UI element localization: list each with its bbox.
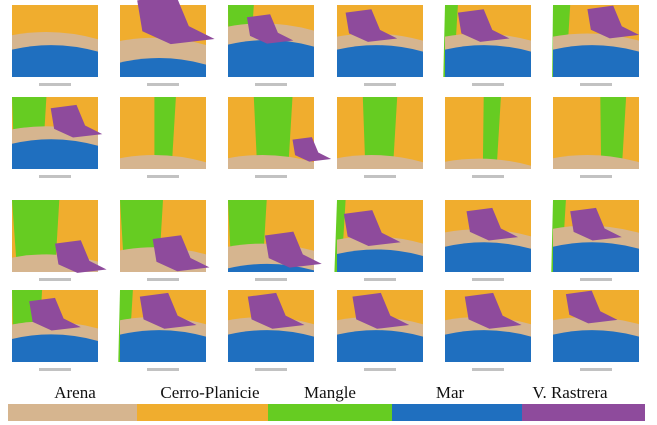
caption-illegible	[364, 278, 396, 281]
caption-illegible	[147, 368, 179, 371]
caption-illegible	[39, 368, 71, 371]
segmentation-grid	[12, 0, 639, 371]
caption-illegible	[364, 175, 396, 178]
sea-region	[12, 139, 98, 169]
caption-illegible	[580, 278, 612, 281]
legend-label: Mangle	[304, 383, 356, 402]
thumbnail	[334, 200, 423, 281]
thumbnail	[553, 97, 639, 178]
legend-swatch	[392, 404, 522, 421]
thumbnail	[443, 5, 531, 86]
caption-illegible	[147, 175, 179, 178]
caption-illegible	[147, 278, 179, 281]
figure: Arena Cerro-Planicie Mangle Mar V. Rastr…	[0, 0, 657, 425]
thumbnail	[228, 290, 314, 371]
caption-illegible	[364, 368, 396, 371]
thumbnail	[118, 290, 206, 371]
thumbnail	[12, 200, 107, 281]
sea-region	[337, 45, 423, 77]
legend-label: Mar	[436, 383, 465, 402]
legend: Arena Cerro-Planicie Mangle Mar V. Rastr…	[8, 383, 645, 421]
legend-swatch	[137, 404, 268, 421]
caption-illegible	[147, 83, 179, 86]
caption-illegible	[255, 278, 287, 281]
caption-illegible	[580, 175, 612, 178]
thumbnail	[337, 5, 423, 86]
sea-region	[228, 40, 314, 77]
thumbnail	[228, 200, 322, 281]
sea-region	[12, 334, 98, 362]
legend-swatch	[522, 404, 645, 421]
thumbnail	[228, 97, 331, 178]
thumbnail	[12, 5, 98, 86]
legend-swatch	[8, 404, 137, 421]
caption-illegible	[580, 368, 612, 371]
thumbnail	[337, 97, 423, 178]
thumbnail	[228, 5, 314, 86]
sea-region	[553, 242, 639, 272]
caption-illegible	[472, 83, 504, 86]
sea-region	[553, 45, 639, 77]
caption-illegible	[364, 83, 396, 86]
caption-illegible	[580, 83, 612, 86]
caption-illegible	[472, 175, 504, 178]
thumbnail	[553, 290, 639, 371]
caption-illegible	[39, 278, 71, 281]
thumbnail	[445, 97, 531, 178]
thumbnail	[552, 5, 639, 86]
legend-label: V. Rastrera	[532, 383, 608, 402]
thumbnail	[12, 290, 98, 371]
thumbnail	[551, 200, 639, 281]
sea-region	[120, 330, 206, 362]
sea-region	[445, 242, 531, 272]
caption-illegible	[255, 175, 287, 178]
legend-swatch	[268, 404, 392, 421]
sea-region	[553, 330, 639, 362]
thumbnail	[445, 200, 531, 281]
sea-region	[445, 330, 531, 362]
sea-region	[445, 45, 531, 77]
thumbnail	[120, 97, 206, 178]
thumbnail	[445, 290, 531, 371]
caption-illegible	[472, 278, 504, 281]
caption-illegible	[39, 175, 71, 178]
caption-illegible	[255, 83, 287, 86]
sea-region	[228, 330, 314, 362]
sea-region	[337, 330, 423, 362]
legend-label: Arena	[54, 383, 96, 402]
thumbnail	[120, 200, 209, 281]
caption-illegible	[255, 368, 287, 371]
caption-illegible	[472, 368, 504, 371]
sea-region	[12, 45, 98, 77]
thumbnail	[12, 97, 102, 178]
thumbnail	[337, 290, 423, 371]
thumbnail	[120, 0, 215, 86]
caption-illegible	[39, 83, 71, 86]
legend-label: Cerro-Planicie	[160, 383, 259, 402]
